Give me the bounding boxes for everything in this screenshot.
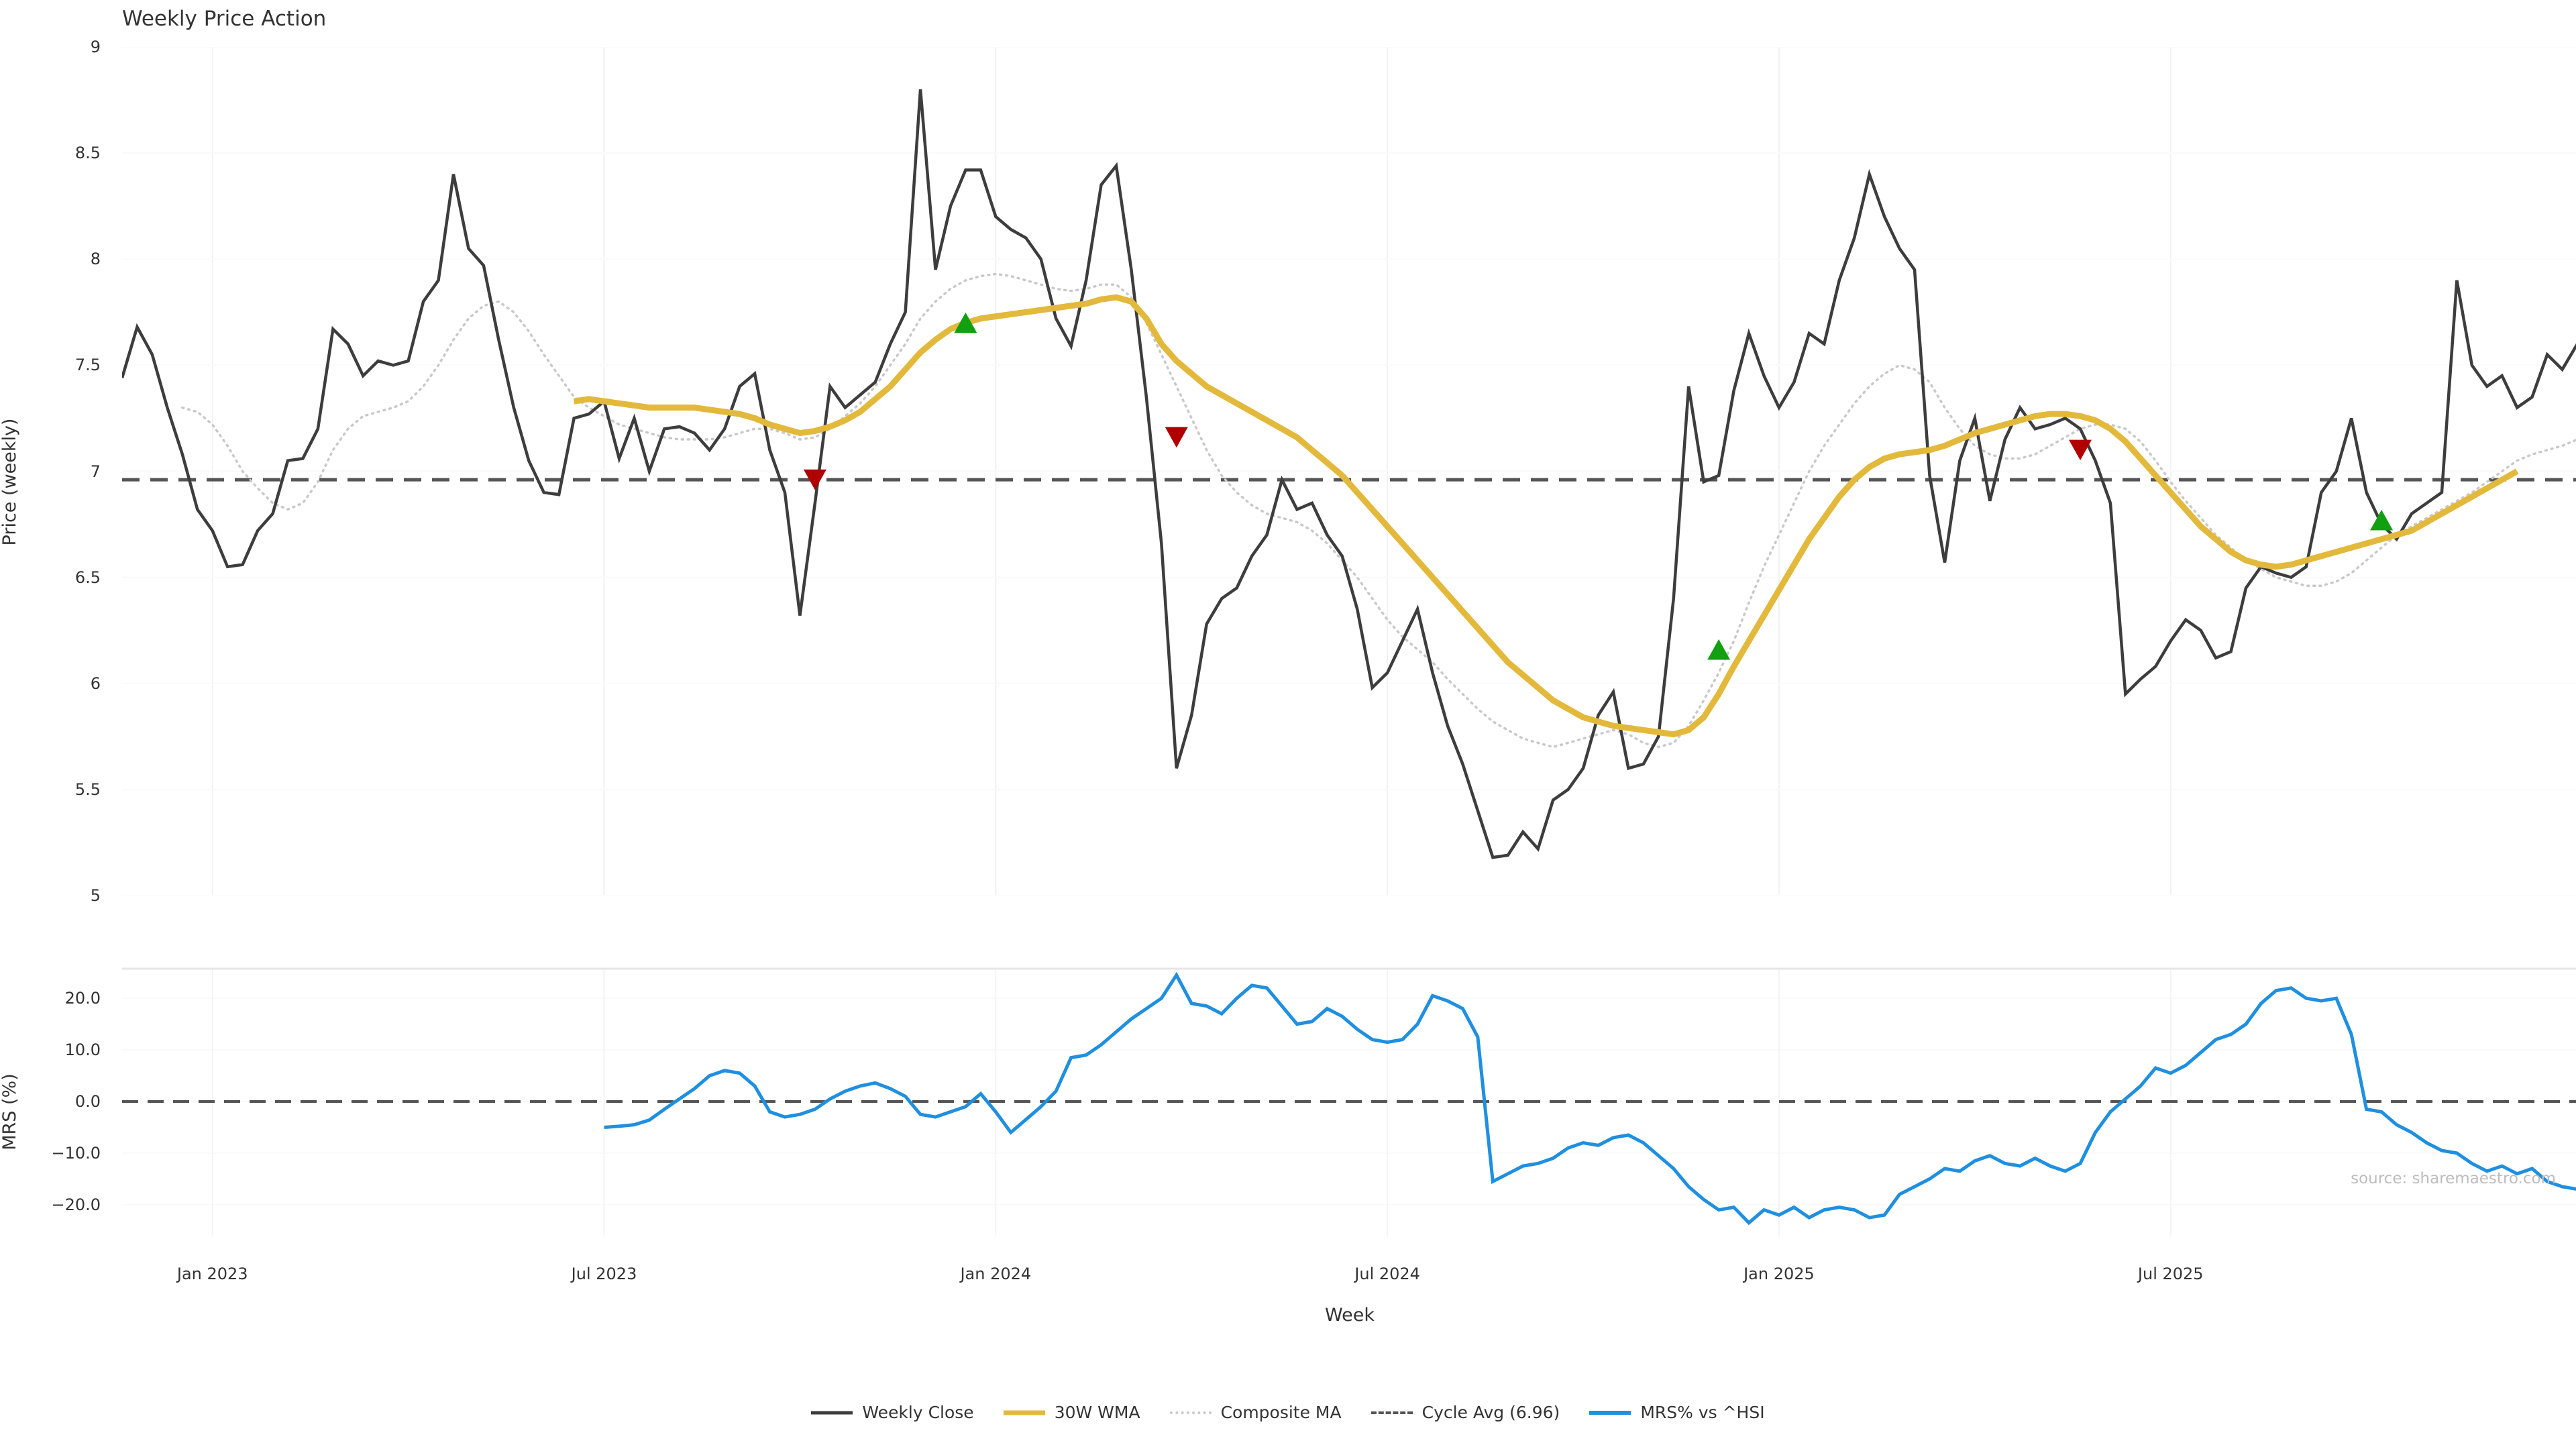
price-ytick: 7 [90,462,101,481]
page-title: Weekly Price Action [122,7,327,31]
mrs-ytick: −10.0 [51,1143,101,1163]
price-ytick: 8.5 [74,144,101,163]
x-tick: Jul 2024 [1354,1265,1420,1283]
mrs-axis-label: MRS (%) [0,1073,20,1150]
legend-item-cycle-avg[interactable]: Cycle Avg (6.96) [1371,1403,1560,1422]
legend-label-weekly-close: Weekly Close [862,1403,974,1422]
price-ytick: 9 [90,38,101,56]
buy-marker [954,312,977,333]
mrs-ytick: −20.0 [51,1195,101,1214]
legend-swatch-30w-wma [1003,1405,1045,1421]
sell-marker [803,469,826,490]
sell-marker [2069,439,2092,461]
buy-marker [1707,639,1731,660]
legend: Weekly Close 30W WMA Composite MA Cycle … [0,1403,2576,1422]
x-tick: Jan 2024 [960,1265,1032,1283]
price-panel [122,47,2576,896]
price-ytick: 8 [90,250,101,269]
legend-swatch-mrs [1589,1405,1631,1421]
price-plot [122,47,2576,896]
price-ytick: 6 [90,674,101,693]
mrs-panel [122,967,2576,1236]
legend-label-30w-wma: 30W WMA [1054,1403,1140,1422]
legend-swatch-composite-ma [1169,1405,1212,1421]
x-tick: Jan 2025 [1743,1265,1815,1283]
legend-label-composite-ma: Composite MA [1220,1403,1342,1422]
composite-ma-line [181,272,2576,749]
x-tick: Jul 2025 [2137,1265,2204,1283]
x-axis-label: Week [1325,1305,1375,1326]
weekly-close-line [122,89,2576,859]
legend-item-weekly-close[interactable]: Weekly Close [811,1403,974,1422]
price-axis-label: Price (weekly) [0,418,20,545]
mrs-line [604,971,2576,1226]
wma-line [573,294,2519,738]
price-ytick: 6.5 [74,568,101,587]
legend-item-30w-wma[interactable]: 30W WMA [1003,1403,1140,1422]
legend-swatch-weekly-close [811,1405,853,1421]
buy-marker [2370,509,2394,531]
legend-label-cycle-avg: Cycle Avg (6.96) [1421,1403,1560,1422]
price-ytick: 5.5 [74,780,101,799]
price-ytick: 7.5 [74,356,101,375]
legend-item-composite-ma[interactable]: Composite MA [1169,1403,1342,1422]
legend-swatch-cycle-avg [1371,1405,1413,1421]
x-tick: Jul 2023 [571,1265,637,1283]
mrs-ytick: 20.0 [64,989,101,1008]
price-ytick: 5 [90,886,101,905]
x-tick: Jan 2023 [176,1265,248,1283]
mrs-ytick: 0.0 [74,1092,101,1111]
source-note: source: sharemaestro.com [2351,1170,2556,1187]
legend-label-mrs: MRS% vs ^HSI [1640,1403,1765,1422]
mrs-ytick: 10.0 [64,1040,101,1060]
legend-item-mrs[interactable]: MRS% vs ^HSI [1589,1403,1765,1422]
sell-marker [1165,427,1188,448]
mrs-plot [122,967,2576,1236]
